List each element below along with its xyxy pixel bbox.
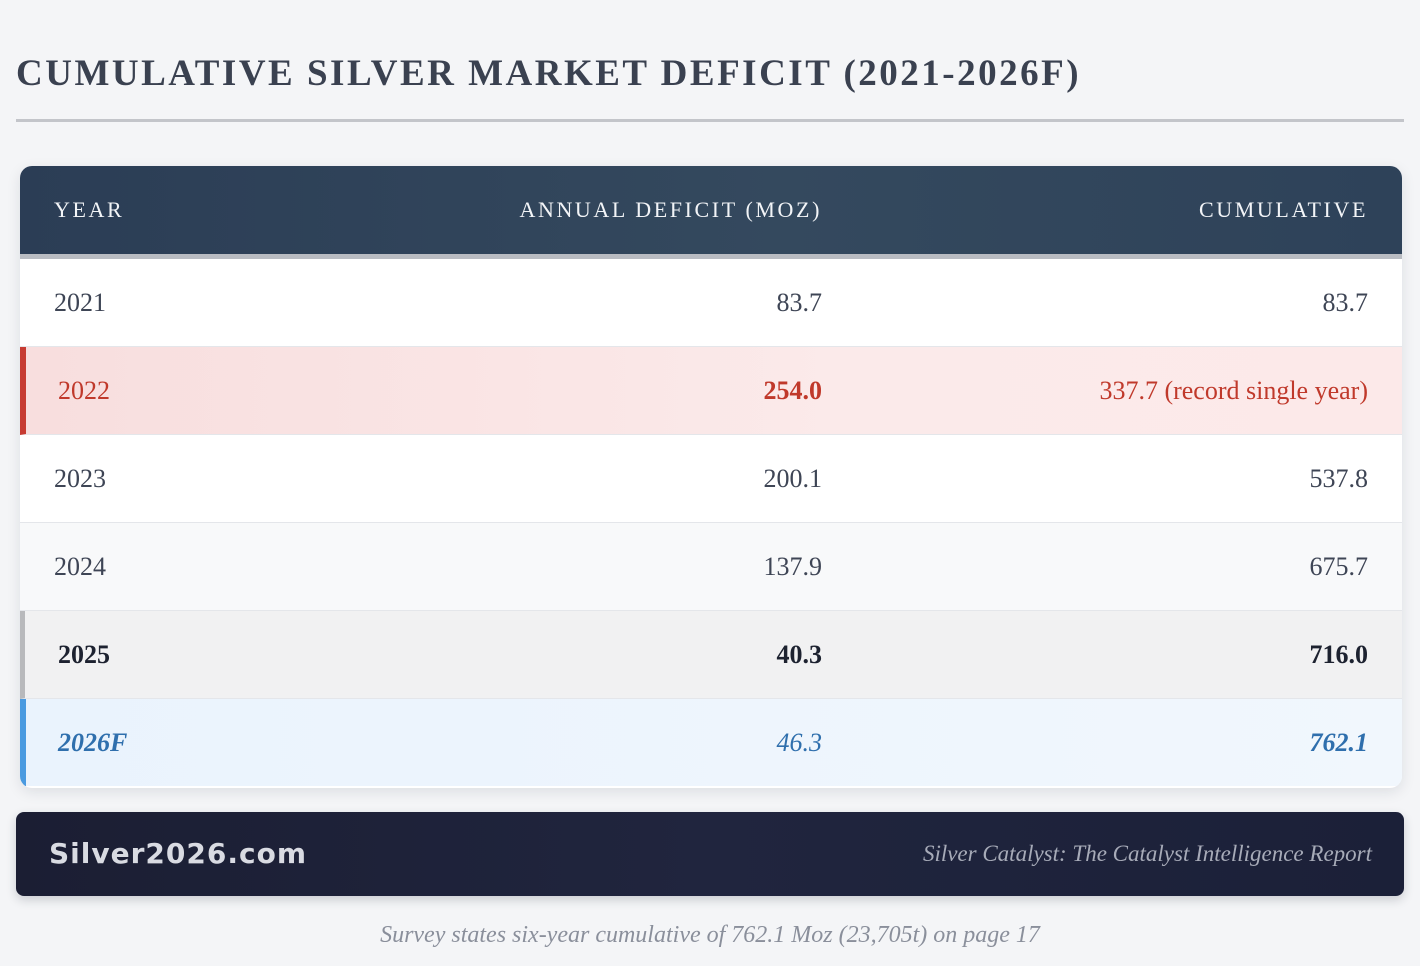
cell-year: 2024 — [54, 552, 106, 581]
cell-year: 2021 — [54, 288, 106, 317]
cell-annual-deficit: 83.7 — [776, 288, 823, 317]
cell-year: 2022 — [58, 376, 110, 405]
table-row: 2021 83.7 83.7 — [20, 259, 1402, 347]
table-header: Year Annual Deficit (Moz) Cumulative — [20, 166, 1402, 259]
cell-annual-deficit: 254.0 — [763, 376, 823, 405]
source-note: Survey states six-year cumulative of 762… — [380, 922, 1040, 948]
cell-year: 2026F — [58, 728, 128, 757]
column-header-cumulative: Cumulative — [1199, 197, 1368, 222]
page-title: Cumulative Silver Market Deficit (2021-2… — [16, 53, 1082, 94]
title-divider — [16, 119, 1404, 122]
column-header-year: Year — [54, 197, 125, 222]
cell-cumulative: 762.1 — [1309, 728, 1369, 757]
footer-brand: Silver2026.com — [49, 837, 307, 870]
footer-bar: Silver2026.com Silver Catalyst: The Cata… — [16, 812, 1404, 896]
column-header-annual-deficit: Annual Deficit (Moz) — [519, 197, 822, 222]
cell-year: 2023 — [54, 464, 106, 493]
cell-annual-deficit: 40.3 — [776, 640, 823, 669]
cell-year: 2025 — [58, 640, 110, 669]
cell-cumulative: 675.7 — [1309, 552, 1369, 581]
cell-cumulative: 83.7 — [1322, 288, 1369, 317]
footer-report-title: Silver Catalyst: The Catalyst Intelligen… — [922, 841, 1372, 866]
cell-cumulative: 716.0 — [1309, 640, 1369, 669]
deficit-table: Year Annual Deficit (Moz) Cumulative 202… — [20, 166, 1402, 788]
cell-cumulative: 537.8 — [1309, 464, 1369, 493]
table-row: 2024 137.9 675.7 — [20, 523, 1402, 611]
table-row-record: 2022 254.0 337.7 (record single year) — [20, 347, 1402, 435]
cell-cumulative: 337.7 (record single year) — [1099, 376, 1368, 405]
cell-annual-deficit: 46.3 — [776, 728, 823, 757]
table-row-latest: 2025 40.3 716.0 — [20, 611, 1402, 699]
cell-annual-deficit: 137.9 — [763, 552, 823, 581]
table-row-forecast: 2026F 46.3 762.1 — [20, 699, 1402, 786]
table-row: 2023 200.1 537.8 — [20, 435, 1402, 523]
cell-annual-deficit: 200.1 — [763, 464, 823, 493]
